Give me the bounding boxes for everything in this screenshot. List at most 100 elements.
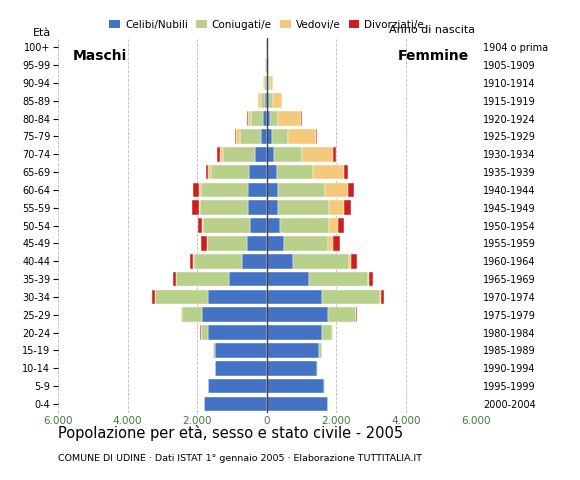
- Bar: [211, 165, 249, 180]
- Bar: [263, 111, 267, 126]
- Bar: [235, 129, 236, 144]
- Bar: [202, 307, 267, 322]
- Bar: [208, 289, 267, 304]
- Bar: [347, 182, 354, 197]
- Bar: [368, 272, 369, 287]
- Bar: [329, 218, 339, 233]
- Bar: [190, 254, 193, 269]
- Bar: [293, 254, 349, 269]
- Bar: [267, 201, 278, 215]
- Bar: [267, 236, 284, 251]
- Bar: [155, 289, 208, 304]
- Bar: [205, 165, 208, 180]
- Bar: [273, 94, 282, 108]
- Bar: [369, 272, 372, 287]
- Bar: [325, 182, 347, 197]
- Bar: [345, 201, 351, 215]
- Bar: [322, 325, 332, 340]
- Text: Popolazione per età, sesso e stato civile - 2005: Popolazione per età, sesso e stato civil…: [58, 425, 403, 441]
- Bar: [278, 182, 325, 197]
- Bar: [223, 147, 255, 162]
- Bar: [380, 289, 381, 304]
- Bar: [215, 361, 267, 375]
- Bar: [317, 361, 318, 375]
- Bar: [272, 129, 288, 144]
- Bar: [313, 165, 345, 180]
- Bar: [265, 94, 267, 108]
- Bar: [349, 254, 351, 269]
- Bar: [248, 201, 267, 215]
- Bar: [267, 147, 274, 162]
- Bar: [208, 325, 267, 340]
- Bar: [328, 307, 356, 322]
- Bar: [249, 165, 267, 180]
- Bar: [267, 254, 293, 269]
- Bar: [202, 218, 203, 233]
- Bar: [267, 111, 270, 126]
- Bar: [220, 147, 223, 162]
- Bar: [248, 182, 267, 197]
- Bar: [201, 325, 208, 340]
- Text: Anno di nascita: Anno di nascita: [390, 24, 476, 35]
- Bar: [213, 343, 215, 358]
- Bar: [284, 236, 328, 251]
- Bar: [198, 201, 200, 215]
- Bar: [270, 76, 273, 90]
- Bar: [267, 94, 269, 108]
- Bar: [266, 76, 267, 90]
- Bar: [242, 254, 267, 269]
- Text: Età: Età: [33, 28, 51, 38]
- Bar: [260, 129, 267, 144]
- Bar: [267, 218, 280, 233]
- Bar: [207, 236, 247, 251]
- Bar: [333, 147, 336, 162]
- Bar: [302, 147, 333, 162]
- Bar: [266, 58, 267, 72]
- Bar: [263, 76, 264, 90]
- Bar: [250, 218, 267, 233]
- Bar: [247, 236, 267, 251]
- Bar: [182, 307, 202, 322]
- Bar: [251, 111, 263, 126]
- Bar: [199, 182, 201, 197]
- Bar: [268, 76, 270, 90]
- Bar: [267, 58, 268, 72]
- Bar: [176, 272, 229, 287]
- Bar: [328, 236, 333, 251]
- Bar: [255, 147, 267, 162]
- Bar: [345, 165, 348, 180]
- Bar: [267, 307, 328, 322]
- Bar: [267, 343, 319, 358]
- Bar: [193, 201, 198, 215]
- Bar: [333, 236, 340, 251]
- Bar: [277, 165, 313, 180]
- Bar: [201, 182, 248, 197]
- Bar: [203, 218, 250, 233]
- Bar: [269, 94, 273, 108]
- Bar: [267, 76, 268, 90]
- Bar: [193, 182, 199, 197]
- Bar: [153, 289, 155, 304]
- Text: COMUNE DI UDINE · Dati ISTAT 1° gennaio 2005 · Elaborazione TUTTITALIA.IT: COMUNE DI UDINE · Dati ISTAT 1° gennaio …: [58, 454, 422, 463]
- Bar: [258, 94, 260, 108]
- Bar: [267, 361, 317, 375]
- Bar: [267, 325, 322, 340]
- Bar: [381, 289, 385, 304]
- Bar: [260, 94, 265, 108]
- Bar: [339, 218, 344, 233]
- Bar: [288, 129, 316, 144]
- Bar: [248, 111, 251, 126]
- Bar: [301, 111, 302, 126]
- Bar: [351, 254, 357, 269]
- Bar: [264, 76, 266, 90]
- Bar: [201, 236, 206, 251]
- Bar: [267, 182, 278, 197]
- Bar: [267, 379, 324, 394]
- Legend: Celibi/Nubili, Coniugati/e, Vedovi/e, Divorziati/e: Celibi/Nubili, Coniugati/e, Vedovi/e, Di…: [105, 15, 429, 34]
- Bar: [267, 129, 272, 144]
- Bar: [309, 272, 368, 287]
- Bar: [180, 307, 182, 322]
- Text: Femmine: Femmine: [398, 49, 469, 63]
- Bar: [208, 165, 211, 180]
- Bar: [322, 289, 380, 304]
